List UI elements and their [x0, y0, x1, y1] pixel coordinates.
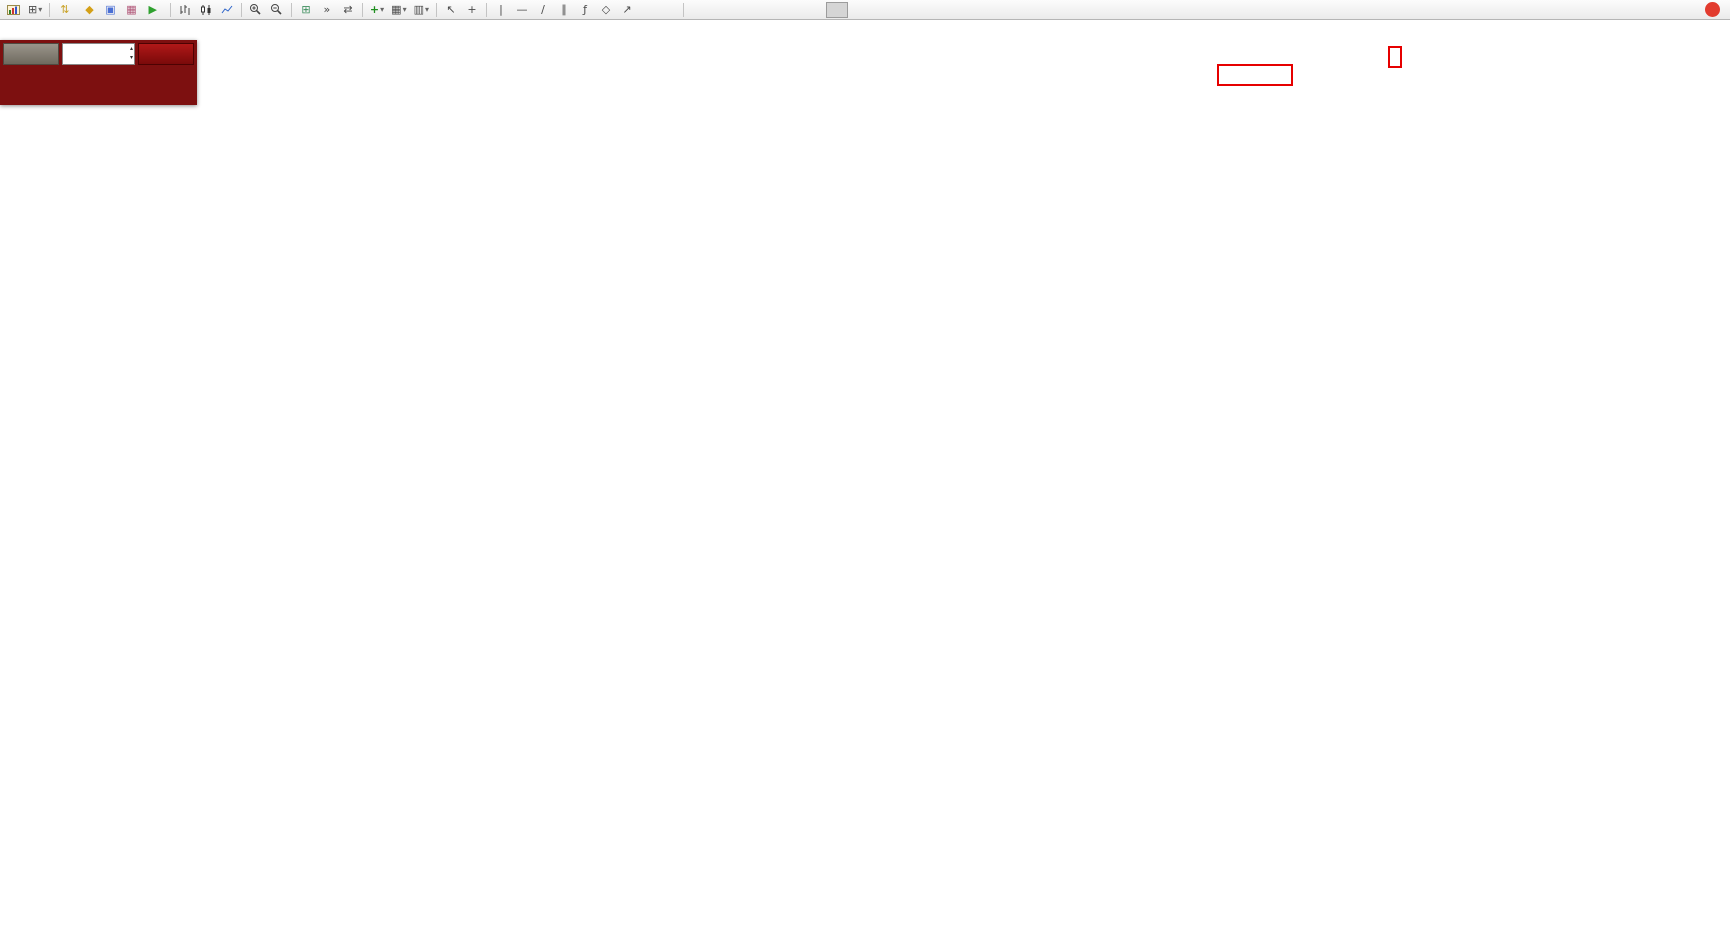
horizontal-line-button[interactable]: —: [512, 1, 532, 18]
trade-panel-controls: ▴ ▾: [3, 43, 194, 65]
toolbar-separator: [486, 2, 487, 17]
zoom-out-icon: [271, 4, 282, 15]
timeframe-m1-button[interactable]: [688, 2, 710, 18]
periods-button[interactable]: ▦ ▾: [388, 1, 409, 18]
profiles-button[interactable]: ⊞ ▾: [25, 1, 45, 18]
metaeditor-icon: ◆: [85, 3, 94, 16]
toolbar-separator: [683, 2, 684, 17]
buy-button[interactable]: [138, 43, 194, 65]
horizontal-line-icon: —: [516, 3, 528, 16]
metaeditor-button[interactable]: ◆: [79, 1, 99, 18]
arrow-tool-icon: ↗: [622, 3, 632, 16]
auto-scroll-icon: »: [323, 3, 331, 16]
one-click-trade-panel: ▴ ▾: [0, 40, 197, 105]
zoom-in-button[interactable]: [246, 1, 266, 18]
templates-button[interactable]: ▥ ▾: [411, 1, 432, 18]
channel-icon: ∥: [561, 3, 567, 16]
auto-scroll-button[interactable]: »: [317, 1, 337, 18]
label-tool-button[interactable]: [659, 1, 679, 18]
turning-price-flag[interactable]: [1217, 64, 1293, 86]
vertical-line-button[interactable]: |: [491, 1, 511, 18]
chevron-down-icon: ▾: [424, 5, 429, 14]
shapes-button[interactable]: ◇: [596, 1, 616, 18]
main-toolbar: ⊞ ▾ ⇅ ◆ ▣ ▦ ▶ ⊞ » ⇄ + ▾ ▦ ▾ ▥ ▾ ↖ + | — ∕ ∥ …: [0, 0, 1730, 20]
volume-spinner[interactable]: ▴ ▾: [130, 44, 133, 62]
timeframe-w1-button[interactable]: [849, 2, 871, 18]
strategy-tester-button[interactable]: ▦: [121, 1, 141, 18]
new-order-button[interactable]: ⇅: [54, 1, 78, 18]
tile-windows-icon: ⊞: [301, 3, 311, 16]
timeframe-mn-button[interactable]: [872, 2, 894, 18]
toolbar-separator: [290, 2, 292, 17]
candlestick-icon: [200, 4, 211, 15]
timeframe-h4-button[interactable]: [803, 2, 825, 18]
trendline-icon: ∕: [541, 3, 545, 16]
bar-chart-button[interactable]: [175, 1, 195, 18]
chart-shift-button[interactable]: ⇄: [338, 1, 358, 18]
zoom-out-button[interactable]: [267, 1, 287, 18]
rsi-indicator-label: [5, 687, 8, 698]
chart-shift-icon: ⇄: [343, 3, 353, 16]
chevron-down-icon: ▾: [38, 5, 43, 14]
candlestick-button[interactable]: [196, 1, 216, 18]
shapes-icon: ◇: [601, 3, 611, 16]
arrows-tool-button[interactable]: ↗: [617, 1, 637, 18]
toolbar-separator: [436, 2, 437, 17]
turning-point-text[interactable]: [1388, 46, 1402, 68]
autotrade-button[interactable]: ▶: [142, 1, 165, 18]
chevron-down-icon: ▾: [380, 5, 385, 14]
channel-button[interactable]: ∥: [554, 1, 574, 18]
autotrade-play-icon: ▶: [148, 3, 157, 16]
notification-badge[interactable]: [1705, 2, 1720, 17]
profiles-icon: ⊞: [28, 3, 38, 16]
toolbar-separator: [169, 2, 171, 17]
new-chart-icon: [7, 4, 20, 15]
line-chart-button[interactable]: [217, 1, 237, 18]
bar-chart-icon: [180, 4, 190, 15]
volume-field[interactable]: ▴ ▾: [62, 43, 135, 65]
tile-windows-button[interactable]: ⊞: [296, 1, 316, 18]
timeframe-h1-button[interactable]: [780, 2, 802, 18]
zoom-in-icon: [250, 4, 261, 15]
toolbar-separator: [49, 2, 51, 17]
templates-icon: ▥: [413, 3, 424, 16]
terminal-button[interactable]: ▣: [100, 1, 120, 18]
vertical-line-icon: |: [499, 3, 503, 16]
toolbar-separator: [240, 2, 242, 17]
fibonacci-button[interactable]: ƒ: [575, 1, 595, 18]
fibonacci-icon: ƒ: [583, 3, 587, 16]
indicators-plus-icon: +: [369, 3, 380, 16]
cursor-icon: ↖: [446, 3, 456, 16]
periods-icon: ▦: [391, 3, 402, 16]
timeframe-m5-button[interactable]: [711, 2, 733, 18]
text-tool-button[interactable]: [638, 1, 658, 18]
crosshair-button[interactable]: +: [462, 1, 482, 18]
spinner-up-icon[interactable]: ▴: [129, 45, 133, 52]
chevron-down-icon: ▾: [402, 5, 407, 14]
spinner-down-icon[interactable]: ▾: [129, 54, 133, 61]
macd-indicator-label: [5, 530, 11, 541]
terminal-icon: ▣: [105, 3, 116, 16]
timeframe-m15-button[interactable]: [734, 2, 756, 18]
crosshair-icon: +: [467, 3, 477, 16]
timeframe-d1-button[interactable]: [826, 1, 848, 18]
trendline-button[interactable]: ∕: [533, 1, 553, 18]
new-order-icon: ⇅: [60, 3, 70, 16]
new-chart-button[interactable]: [4, 1, 24, 18]
timeframe-m30-button[interactable]: [757, 2, 779, 18]
toolbar-separator: [361, 2, 363, 17]
indicators-button[interactable]: + ▾: [367, 1, 387, 18]
cursor-button[interactable]: ↖: [441, 1, 461, 18]
strategy-tester-icon: ▦: [126, 3, 137, 16]
line-chart-icon: [221, 5, 233, 13]
sell-button[interactable]: [3, 43, 59, 65]
